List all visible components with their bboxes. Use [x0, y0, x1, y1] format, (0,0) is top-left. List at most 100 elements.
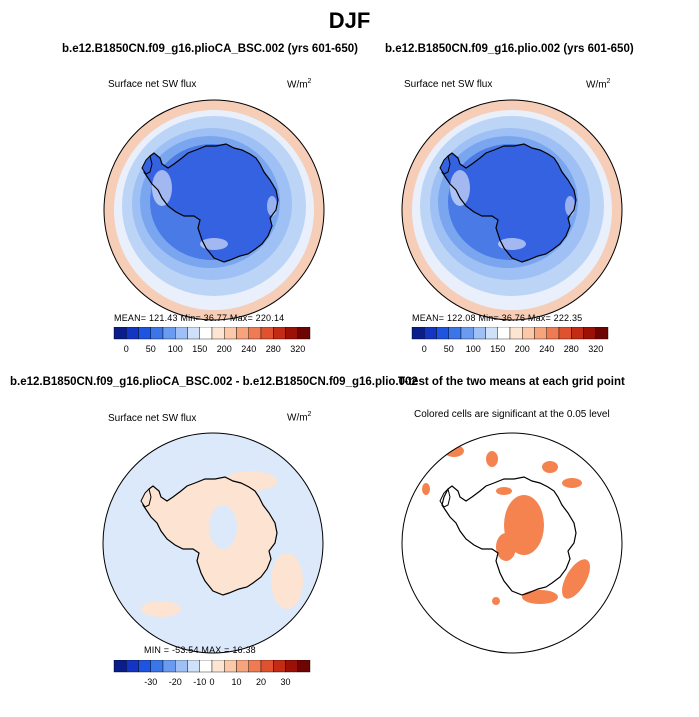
colorbar-label: 200 — [217, 344, 232, 354]
colorbar-box — [138, 327, 151, 340]
colorbar-box — [497, 327, 511, 340]
colorbar-box — [236, 660, 249, 673]
bright-patch — [152, 170, 172, 206]
peninsula — [141, 155, 153, 175]
colorbar-box — [448, 327, 462, 340]
colorbar-box — [460, 327, 474, 340]
colorbar-label: 0 — [209, 677, 214, 687]
significant-cells — [562, 559, 590, 599]
colorbar-label: 240 — [539, 344, 554, 354]
colorbar-label: 280 — [564, 344, 579, 354]
panel-1-title: b.e12.B1850CN.f09_g16.plioCA_BSC.002 (yr… — [62, 43, 358, 55]
panel-3-units: W/m2 — [287, 411, 312, 424]
colorbar-box — [211, 327, 225, 340]
bright-patch — [200, 238, 228, 250]
colorbar-box — [236, 327, 249, 340]
colorbar-label: 0 — [124, 344, 129, 354]
colorbar-label: 0 — [422, 344, 427, 354]
colorbar-label: 20 — [256, 677, 266, 687]
colorbar-box — [473, 327, 486, 340]
panel-3-title: b.e12.B1850CN.f09_g16.plioCA_BSC.002 - b… — [10, 376, 418, 388]
map-border — [102, 432, 324, 654]
colorbar-box — [113, 327, 127, 340]
colorbar-label: 50 — [146, 344, 156, 354]
panel-4-title: T-test of the two means at each grid poi… — [398, 376, 625, 388]
colorbar-box — [175, 327, 188, 340]
panel-3-subtitle: Surface net SW flux — [108, 413, 197, 424]
colorbar-label: 150 — [490, 344, 505, 354]
colorbar-box — [199, 660, 213, 673]
bright-patch — [450, 170, 470, 206]
panel-2-colorbar: 0 50 100 150 200 240 280 320 — [411, 327, 609, 354]
colorbar-box — [485, 327, 498, 340]
panel-3-map — [102, 432, 324, 654]
map-border — [401, 432, 623, 654]
colorbar-box — [297, 327, 311, 340]
bright-patch — [565, 196, 575, 216]
colorbar-label: -30 — [144, 677, 157, 687]
peninsula — [140, 488, 152, 508]
colorbar-box — [558, 327, 572, 340]
colorbar-box — [162, 327, 176, 340]
panel-2-title: b.e12.B1850CN.f09_g16.plio.002 (yrs 601-… — [385, 43, 634, 55]
colorbar-box — [583, 327, 596, 340]
coastline — [441, 476, 577, 596]
colorbar-box — [595, 327, 609, 340]
significant-cells — [496, 487, 512, 495]
colorbar-label: 30 — [280, 677, 290, 687]
colorbar-box — [162, 660, 176, 673]
colorbar-label: 10 — [231, 677, 241, 687]
colorbar-label: 240 — [241, 344, 256, 354]
colorbar-box — [248, 660, 262, 673]
positive-patch — [141, 601, 181, 617]
coastline — [441, 143, 577, 263]
colorbar-box — [522, 327, 535, 340]
colorbar-label: 200 — [515, 344, 530, 354]
peninsula — [439, 488, 451, 508]
panel-4-subtitle: Colored cells are significant at the 0.0… — [414, 409, 610, 420]
colorbar-box — [436, 327, 449, 340]
land-field — [143, 477, 277, 595]
panel-4-map — [401, 432, 623, 654]
ice-sheet — [144, 144, 278, 262]
panel-2-stats: MEAN= 122.08 Min= 36.76 Max= 222.35 — [412, 313, 583, 323]
colorbar-box — [150, 327, 164, 340]
colorbar-box — [285, 327, 298, 340]
significant-cells — [562, 478, 582, 488]
colorbar-box — [534, 327, 547, 340]
significant-cells — [522, 590, 558, 604]
map-border — [103, 99, 325, 321]
ice-sheet — [442, 144, 576, 262]
map-border — [401, 99, 623, 321]
panel-2-subtitle: Surface net SW flux — [404, 79, 493, 90]
panel-1-map — [103, 99, 325, 321]
colorbar-box — [571, 327, 584, 340]
colorbar-box — [273, 327, 286, 340]
panel-3-colorbar: -30 -20 -10 0 10 20 30 — [113, 660, 311, 687]
colorbar-box — [126, 327, 139, 340]
significant-cells — [492, 597, 500, 605]
colorbar-box — [285, 660, 298, 673]
negative-patch — [209, 505, 237, 549]
colorbar-box — [126, 660, 139, 673]
panel-1-units: W/m2 — [287, 78, 312, 91]
panel-1-subtitle: Surface net SW flux — [108, 79, 197, 90]
colorbar-box — [138, 660, 151, 673]
significant-cells — [496, 533, 516, 561]
colorbar-box — [273, 660, 286, 673]
significant-cells — [444, 445, 464, 457]
colorbar-box — [424, 327, 437, 340]
colorbar-label: -10 — [193, 677, 206, 687]
significant-cells — [542, 461, 558, 473]
peninsula — [439, 155, 451, 175]
colorbar-box — [187, 660, 200, 673]
colorbar-box — [199, 327, 213, 340]
colorbar-box — [113, 660, 127, 673]
colorbar-box — [224, 327, 237, 340]
panel-3-stats: MIN = -53.54 MAX = 16.38 — [144, 645, 256, 655]
figure-title: DJF — [328, 8, 371, 33]
colorbar-box — [211, 660, 225, 673]
coastline — [142, 476, 278, 596]
colorbar-label: 100 — [168, 344, 183, 354]
significant-cells — [422, 483, 430, 495]
